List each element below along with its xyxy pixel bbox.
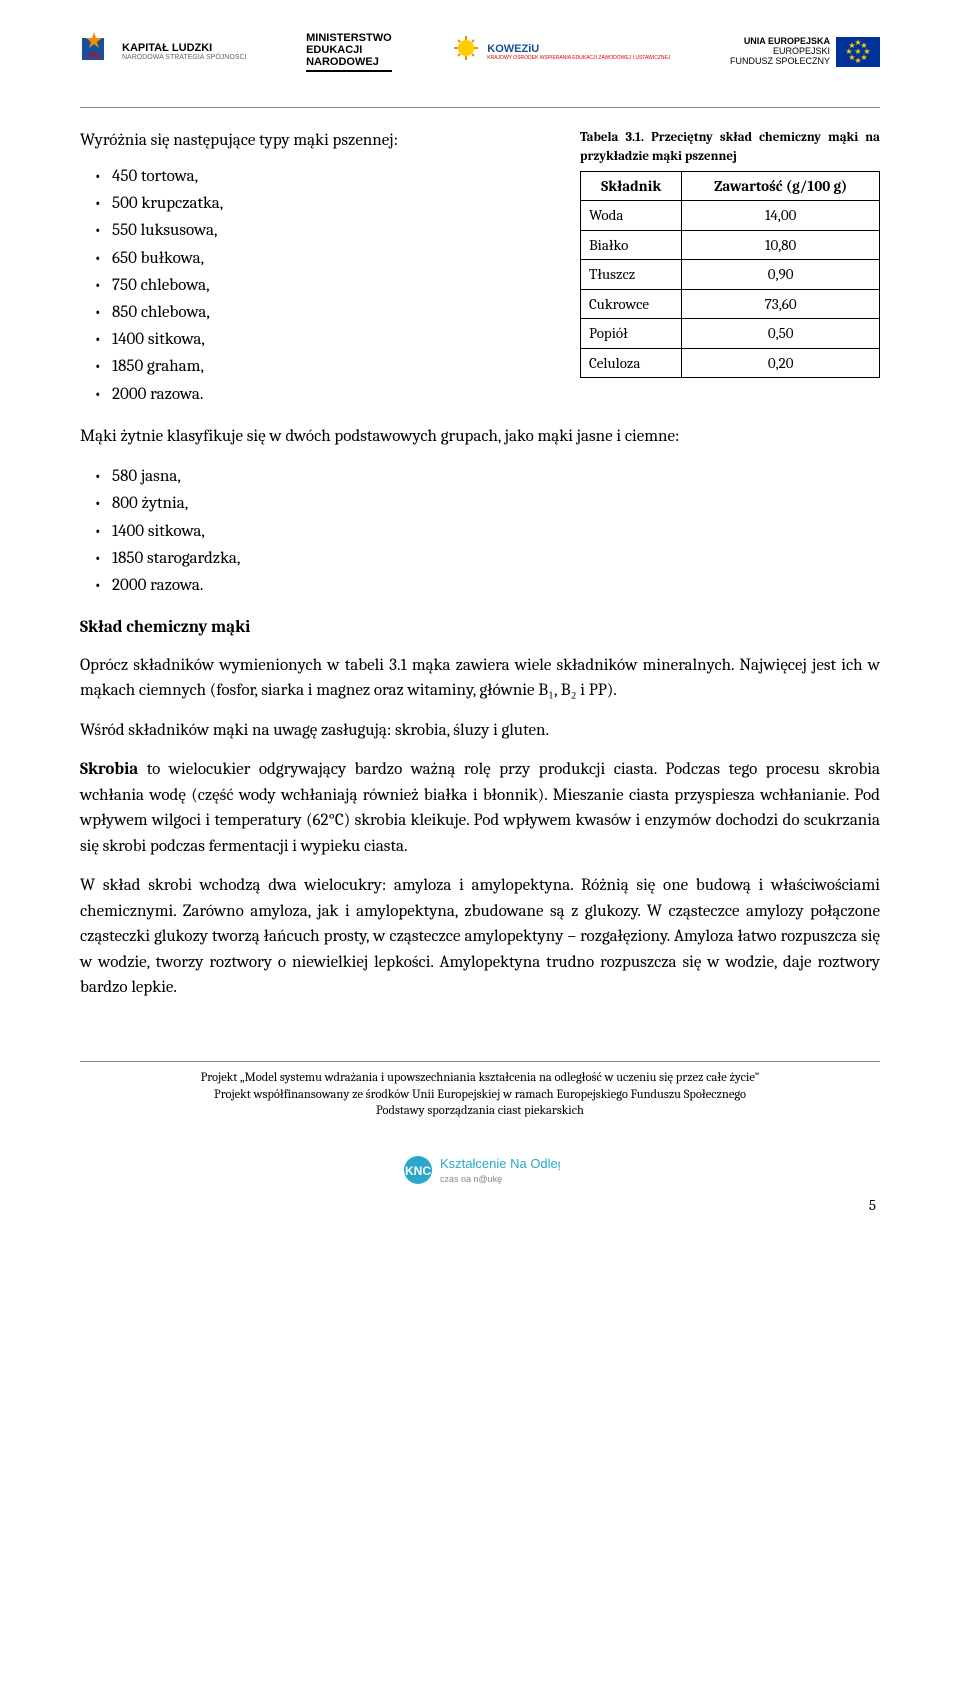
logo-koweziu: KOWEZiU KRAJOWY OŚRODEK WSPIERANIA EDUKA… [451,33,670,72]
para-minerals: Oprócz składników wymienionych w tabeli … [80,653,880,704]
list-item: 1400 sitkowa, [112,326,560,353]
page-number: 5 [80,1194,880,1217]
logo-kapital-ludzki: KAPITAŁ LUDZKI NARODOWA STRATEGIA SPÓJNO… [80,30,246,75]
svg-text:czas na n@ukę: czas na n@ukę [440,1174,502,1184]
header-divider [80,107,880,108]
footer-line-3: Podstawy sporządzania ciast piekarskich [80,1103,880,1120]
logo-eu: UNIA EUROPEJSKA EUROPEJSKI FUNDUSZ SPOŁE… [730,37,880,67]
list-item: 800 żytnia, [112,490,880,517]
table-row: Tłuszcz0,90 [581,260,880,290]
footer-line-1: Projekt „Model systemu wdrażania i upows… [80,1070,880,1087]
kapital-ludzki-text: KAPITAŁ LUDZKI NARODOWA STRATEGIA SPÓJNO… [122,42,246,62]
koweziu-icon [451,33,481,72]
page-footer: Projekt „Model systemu wdrażania i upows… [80,1061,880,1217]
list-item: 500 krupczatka, [112,190,560,217]
list-item: 1400 sitkowa, [112,518,880,545]
th-component: Składnik [581,171,682,201]
list-item: 550 luksusowa, [112,217,560,244]
kapital-ludzki-icon [80,30,116,75]
list-item: 2000 razowa. [112,572,880,599]
svg-text:Kształcenie Na Odległość: Kształcenie Na Odległość [440,1156,560,1171]
list-item: 850 chlebowa, [112,299,560,326]
eu-text: UNIA EUROPEJSKA EUROPEJSKI FUNDUSZ SPOŁE… [730,37,830,67]
table-row: Celuloza0,20 [581,348,880,378]
wheat-intro: Wyróżnia się następujące typy mąki pszen… [80,128,560,154]
footer-line-2: Projekt współfinansowany ze środków Unii… [80,1087,880,1104]
knc-logo-icon: KNC Kształcenie Na Odległość czas na n@u… [400,1148,560,1188]
para-starch: Skrobia to wielocukier odgrywający bardz… [80,757,880,859]
list-item: 450 tortowa, [112,163,560,190]
table-row: Białko10,80 [581,230,880,260]
subheading-composition: Skład chemiczny mąki [80,615,880,641]
table-row: Cukrowce73,60 [581,289,880,319]
list-item: 580 jasna, [112,463,880,490]
list-item: 650 bułkowa, [112,245,560,272]
footer-divider [80,1061,880,1062]
para-components: Wśród składników mąki na uwagę zasługują… [80,718,880,744]
knc-logo: KNC Kształcenie Na Odległość czas na n@u… [80,1148,880,1188]
list-item: 1850 starogardzka, [112,545,880,572]
koweziu-text: KOWEZiU KRAJOWY OŚRODEK WSPIERANIA EDUKA… [487,43,670,61]
svg-text:KNC: KNC [405,1164,431,1178]
list-item: 1850 graham, [112,353,560,380]
para-amylose: W skład skrobi wchodzą dwa wielocukry: a… [80,873,880,1001]
list-item: 2000 razowa. [112,381,560,408]
starch-body: to wielocukier odgrywający bardzo ważną … [80,760,880,856]
logo-men: MINISTERSTWO EDUKACJI NARODOWEJ [306,32,392,72]
rye-intro: Mąki żytnie klasyfikuje się w dwóch pods… [80,424,880,450]
th-content: Zawartość (g/100 g) [682,171,880,201]
table-row: Woda14,00 [581,201,880,231]
eu-flag-icon [836,37,880,67]
men-text: MINISTERSTWO EDUKACJI NARODOWEJ [306,32,392,72]
list-item: 750 chlebowa, [112,272,560,299]
composition-table: Składnik Zawartość (g/100 g) Woda14,00 B… [580,171,880,379]
header-logo-bar: KAPITAŁ LUDZKI NARODOWA STRATEGIA SPÓJNO… [80,30,880,87]
table-caption: Tabela 3.1. Przeciętny skład chemiczny m… [580,128,880,167]
rye-types-list: 580 jasna, 800 żytnia, 1400 sitkowa, 185… [80,463,880,599]
wheat-types-list: 450 tortowa, 500 krupczatka, 550 luksuso… [80,163,560,408]
starch-term: Skrobia [80,760,138,779]
table-row: Popiół0,50 [581,319,880,349]
